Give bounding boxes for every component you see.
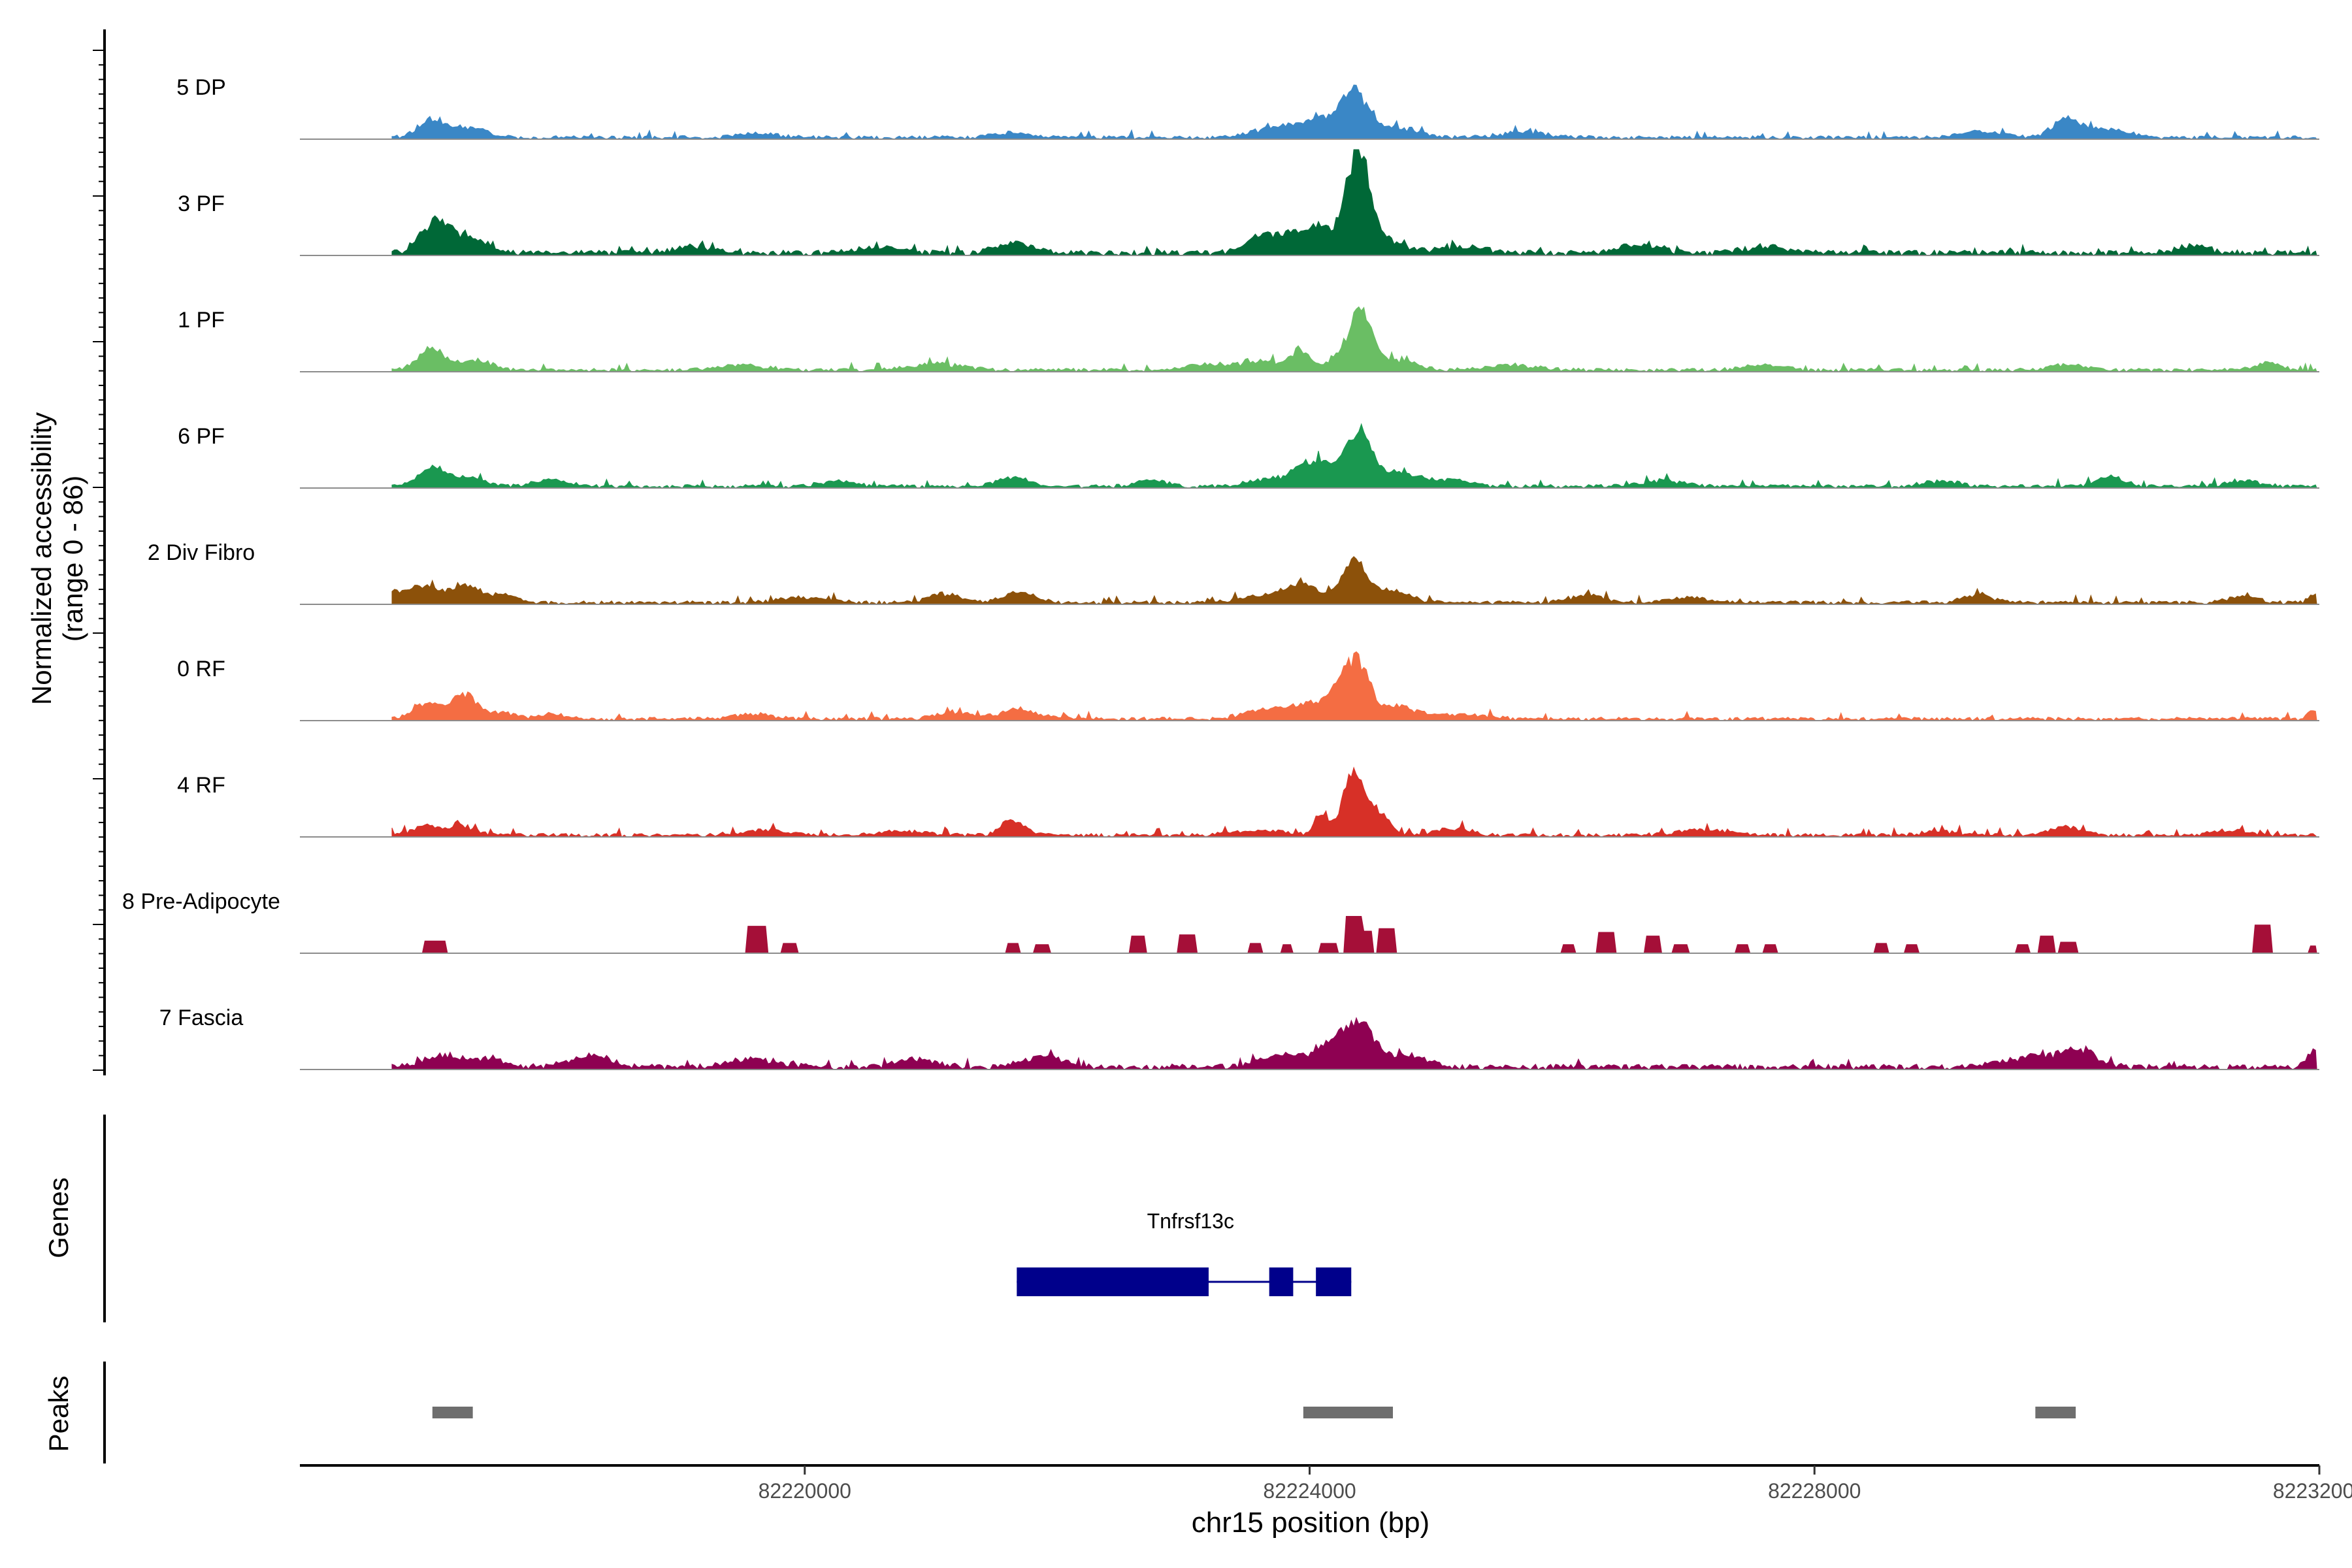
y-axis-title-line2: (range 0 - 86) [57, 476, 88, 642]
x-tick-label: 82228000 [1768, 1479, 1861, 1503]
peak-region [432, 1407, 473, 1418]
track-label: 2 Div Fibro [148, 540, 255, 565]
peak-region [2035, 1407, 2076, 1418]
gene-label: Tnfrsf13c [1147, 1209, 1234, 1233]
track-label: 5 DP [176, 75, 226, 100]
peaks-panel: Peaks [43, 1362, 2076, 1463]
y-axis-title-line1: Normalized accessibility [26, 412, 57, 705]
x-axis-title: chr15 position (bp) [1192, 1507, 1429, 1539]
coverage-tracks: 5 DP 3 PF 1 PF 6 PF 2 Div Fibro 0 RF 4 RF 8 Pre… [122, 75, 2319, 1071]
gene-tnfrsf13c: Tnfrsf13c [1017, 1209, 1352, 1296]
gene-exon [1316, 1267, 1352, 1296]
coverage-area [391, 556, 2317, 605]
track-label: 3 PF [178, 191, 225, 216]
track-1-pf: 1 PF [178, 306, 2319, 373]
track-label: 6 PF [178, 424, 225, 449]
peaks-panel-title: Peaks [43, 1376, 74, 1452]
track-8-pre-adipocyte: 8 Pre-Adipocyte [122, 889, 2319, 954]
gene-exon [1269, 1267, 1294, 1296]
x-tick-label: 82220000 [759, 1479, 851, 1503]
x-tick-label: 82232000 [2273, 1479, 2352, 1503]
track-3-pf: 3 PF [178, 149, 2319, 257]
track-label: 7 Fascia [159, 1005, 244, 1030]
coverage-y-axis: Normalized accessibility (range 0 - 86) [26, 29, 106, 1075]
track-7-fascia: 7 Fascia [159, 1005, 2319, 1071]
track-4-rf: 4 RF [177, 766, 2319, 838]
track-label: 4 RF [177, 773, 225, 798]
x-axis: 82220000 82224000 82228000 82232000 chr15 p… [300, 1464, 2352, 1539]
track-label: 8 Pre-Adipocyte [122, 889, 280, 914]
coverage-area [391, 149, 2317, 257]
coverage-area [391, 84, 2318, 140]
coverage-area [391, 766, 2318, 838]
genes-panel: Genes Tnfrsf13c [43, 1115, 1352, 1322]
track-0-rf: 0 RF [177, 651, 2319, 722]
track-label: 0 RF [177, 657, 225, 681]
coverage-area [391, 1017, 2317, 1071]
track-label: 1 PF [178, 308, 225, 333]
track-5-dp: 5 DP [176, 75, 2319, 140]
x-tick-label: 82224000 [1263, 1479, 1356, 1503]
genes-panel-title: Genes [43, 1177, 74, 1258]
track-6-pf: 6 PF [178, 423, 2319, 489]
gene-exon [1017, 1267, 1209, 1296]
coverage-area [391, 306, 2317, 373]
track-2-div-fibro: 2 Div Fibro [148, 540, 2319, 605]
peak-region [1303, 1407, 1394, 1418]
